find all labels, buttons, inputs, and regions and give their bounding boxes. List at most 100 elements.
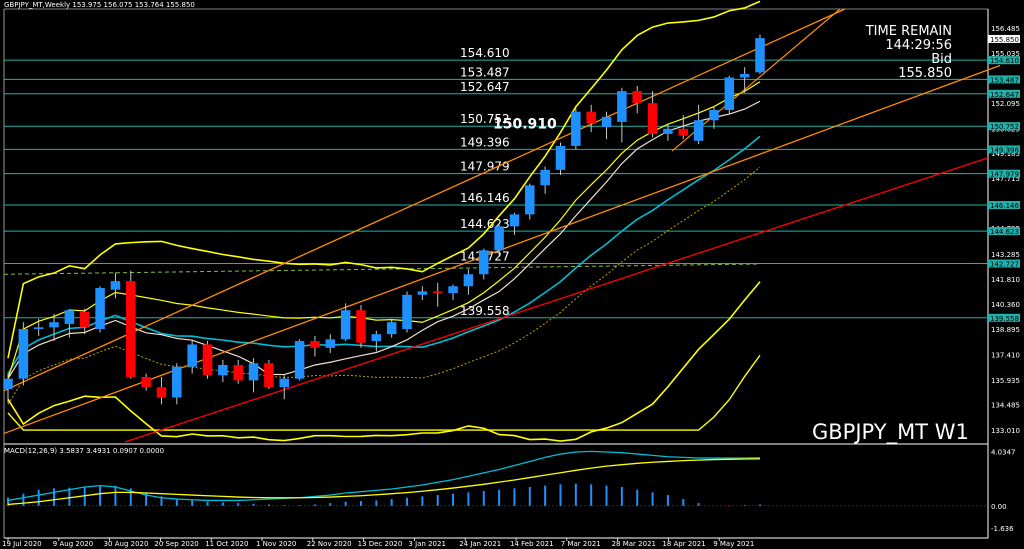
y-tick-label: 133.010 [991, 427, 1020, 435]
level-axis-box [988, 227, 1020, 236]
x-tick-label: 20 Sep 2020 [154, 540, 198, 548]
candle-body [417, 291, 428, 295]
level-label: 146.146 [460, 191, 510, 205]
bid-label: Bid [931, 52, 952, 67]
x-tick-label: 22 Nov 2020 [307, 540, 352, 548]
level-axis-label: 150.752 [990, 123, 1019, 131]
x-tick-label: 19 Jul 2020 [2, 540, 42, 548]
candle-body [540, 169, 550, 186]
y-tick-label: 155.035 [991, 50, 1020, 58]
x-tick-label: 28 Mar 2021 [612, 540, 656, 548]
symbol-watermark: GBPJPY_MT W1 [812, 420, 969, 444]
time-remain-label: TIME REMAIN [865, 24, 952, 39]
y-tick-label: 140.360 [991, 301, 1020, 309]
macd-line [7, 450, 761, 502]
candle-body [325, 339, 336, 348]
candle-body [678, 128, 689, 136]
candle-body [739, 74, 750, 78]
candle-body [386, 322, 397, 335]
x-tick-label: 9 Aug 2020 [53, 540, 93, 548]
candle-body [432, 291, 443, 294]
level-label: 153.487 [460, 65, 510, 79]
candle-body [617, 91, 627, 122]
x-tick-label: 18 Apr 2021 [662, 540, 705, 548]
annotation-price: 150.910 [493, 116, 557, 132]
x-tick-label: 7 Mar 2021 [561, 540, 601, 548]
candle-body [663, 128, 673, 134]
y-tick-label: 141.810 [991, 276, 1020, 284]
level-label: 152.647 [460, 80, 510, 94]
candle-body [509, 214, 520, 227]
level-label: 149.396 [460, 135, 510, 149]
y-tick-label: 149.185 [991, 150, 1020, 158]
candle-body [64, 310, 75, 324]
macd-y-tick-label: 4.0347 [991, 449, 1016, 457]
y-tick-label: 138.895 [991, 326, 1020, 334]
level-axis-box [988, 313, 1020, 322]
bid-value: 155.850 [898, 66, 952, 81]
candle-body [172, 366, 182, 398]
x-tick-label: 14 Feb 2021 [510, 540, 554, 548]
macd-signal-line [7, 458, 761, 506]
bollinger-lower-band [7, 281, 761, 442]
level-axis-label: 147.979 [990, 171, 1019, 179]
y-tick-label: 137.410 [991, 352, 1020, 360]
level-axis-box [988, 75, 1020, 84]
macd-y-tick-label: -1.636 [991, 525, 1014, 533]
candle-body [310, 341, 320, 348]
candle-body [586, 111, 596, 124]
candle-body [187, 344, 197, 367]
current-price-box [988, 34, 1020, 43]
level-label: 150.752 [460, 112, 510, 126]
candle-body [494, 226, 504, 251]
level-axis-box [988, 122, 1020, 131]
bollinger-outer-lower [7, 354, 761, 431]
level-axis-label: 149.396 [990, 146, 1019, 154]
level-axis-box [988, 56, 1020, 65]
x-tick-label: 3 Jan 2021 [408, 540, 446, 548]
x-tick-label: 24 Jan 2021 [459, 540, 501, 548]
candle-body [126, 281, 136, 377]
candle-body [356, 310, 366, 343]
level-axis-label: 154.610 [990, 57, 1019, 65]
level-label: 147.979 [460, 160, 510, 174]
level-axis-label: 142.727 [990, 261, 1019, 269]
candle-body [264, 363, 274, 388]
candle-body [110, 281, 121, 290]
candle-body [294, 341, 305, 379]
dashed-support-line [3, 263, 761, 275]
level-axis-box [988, 89, 1020, 98]
candle-body [478, 250, 489, 275]
candle-body [647, 103, 658, 134]
candle-body [279, 378, 290, 388]
candle-body [571, 111, 581, 146]
candle-body [33, 327, 44, 330]
candle-body [18, 329, 29, 379]
candle-body [724, 77, 735, 110]
y-tick-label: 156.485 [991, 25, 1020, 33]
channel-upper-line [3, 8, 846, 392]
candle-body [79, 311, 90, 328]
level-axis-label: 152.647 [990, 91, 1019, 99]
dotted-ma-line [7, 166, 761, 405]
bollinger-upper-band [7, 0, 761, 359]
candle-body [156, 387, 167, 398]
level-axis-box [988, 201, 1020, 210]
candle-body [755, 38, 765, 73]
level-axis-label: 153.487 [990, 76, 1019, 84]
candle-body [3, 378, 13, 389]
y-tick-label: 143.285 [991, 251, 1020, 259]
candle-body [601, 116, 612, 128]
candle-body [248, 363, 259, 381]
candle-body [141, 376, 151, 388]
y-tick-label: 152.095 [991, 100, 1020, 108]
candle-body [340, 310, 351, 340]
macd-header: MACD(12,26,9) 3.5837 3.4931 0.0907 0.000… [4, 447, 165, 455]
macd-y-tick-label: 0.00 [991, 503, 1007, 511]
chart-header: GBPJPY_MT,Weekly 153.975 156.075 153.764… [4, 1, 195, 9]
candle-body [632, 91, 642, 104]
y-tick-label: 135.935 [991, 377, 1020, 385]
level-axis-box [988, 259, 1020, 268]
